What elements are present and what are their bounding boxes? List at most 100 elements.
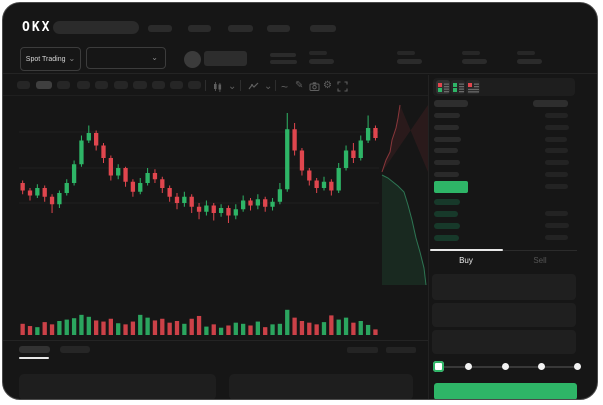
stat-value-skeleton	[397, 59, 422, 64]
chart-footer-pill-1[interactable]	[347, 347, 378, 353]
book-both-icon[interactable]	[436, 80, 450, 94]
nav-item-5[interactable]	[310, 25, 336, 32]
bid-amount-skeleton	[545, 211, 568, 216]
slider-stop-2[interactable]	[502, 363, 509, 370]
ask-price-skeleton	[434, 148, 458, 154]
orderbook-ask-row[interactable]	[430, 170, 577, 180]
timeframe-pill-4[interactable]	[77, 81, 90, 89]
timeframe-pill-9[interactable]	[170, 81, 183, 89]
okx-logo[interactable]: OKX	[22, 20, 52, 35]
chevron-down-icon: ⌄	[68, 54, 76, 63]
timeframe-pill-10[interactable]	[188, 81, 201, 89]
ask-amount-skeleton	[545, 172, 568, 177]
bid-price-skeleton	[434, 211, 458, 217]
fullscreen-icon[interactable]	[337, 81, 348, 95]
orderbook-ask-row[interactable]	[430, 123, 577, 133]
active-tab-indicator	[430, 249, 503, 251]
indicators-icon[interactable]	[248, 81, 259, 95]
candlestick-style-icon[interactable]	[212, 81, 223, 95]
chevron-down-icon: ⌄	[151, 53, 158, 62]
orderbook-bid-row[interactable]	[430, 197, 577, 207]
orderbook-bid-row[interactable]	[430, 221, 577, 231]
bid-amount-skeleton	[545, 235, 568, 240]
timeframe-pill-5[interactable]	[95, 81, 108, 89]
last-price-pill	[434, 181, 468, 193]
toolbar-divider	[240, 80, 241, 91]
stat-value-skeleton	[462, 59, 487, 64]
bid-amount-skeleton	[545, 223, 569, 228]
timeframe-pill-1[interactable]	[17, 81, 30, 89]
tab-sell[interactable]: Sell	[533, 256, 547, 265]
submit-order-button[interactable]	[434, 383, 577, 399]
chevron-down-icon[interactable]: ⌄	[264, 81, 273, 92]
orderbook-price-header-skeleton	[434, 100, 468, 107]
ask-amount-skeleton	[545, 160, 569, 166]
market-mode-selector[interactable]: Spot Trading ⌄	[20, 47, 81, 71]
bottom-active-tab-indicator	[19, 357, 49, 359]
stat-label-skeleton	[517, 51, 535, 55]
book-asks-icon[interactable]	[466, 80, 480, 94]
order-input-3[interactable]	[432, 330, 576, 354]
nav-item-4[interactable]	[267, 25, 290, 32]
draw-pencil-icon[interactable]: ✎	[295, 80, 304, 91]
bid-price-skeleton	[434, 235, 459, 241]
tab-buy[interactable]: Buy	[459, 256, 473, 265]
bottom-tab-1[interactable]	[19, 346, 50, 353]
ask-price-skeleton	[434, 160, 460, 166]
toolbar-bottom-divider	[3, 95, 428, 96]
orders-panel-1	[19, 374, 216, 399]
toolbar-divider	[205, 80, 206, 91]
stat-label-skeleton	[462, 51, 480, 55]
chevron-down-icon[interactable]: ⌄	[228, 81, 237, 92]
orderbook-ask-row[interactable]	[430, 158, 577, 168]
toolbar-divider	[275, 80, 276, 91]
search-input[interactable]	[53, 21, 139, 34]
camera-screenshot-icon[interactable]	[309, 81, 320, 95]
orderbook-ask-row[interactable]	[430, 146, 577, 156]
order-input-1[interactable]	[432, 274, 576, 300]
price-sub-skeleton	[270, 60, 297, 64]
ask-price-skeleton	[434, 136, 461, 142]
nav-item-3[interactable]	[228, 25, 253, 32]
chart-footer-pill-2[interactable]	[386, 347, 416, 353]
book-bids-icon[interactable]	[451, 80, 465, 94]
timeframe-pill-2[interactable]	[36, 81, 52, 89]
nav-item-2[interactable]	[188, 25, 211, 32]
market-mode-label: Spot Trading	[25, 55, 66, 63]
ask-amount-skeleton	[545, 124, 569, 130]
timeframe-pill-3[interactable]	[57, 81, 70, 89]
bid-price-skeleton	[434, 223, 460, 229]
nav-item-1[interactable]	[148, 25, 172, 32]
slider-stop-3[interactable]	[538, 363, 545, 370]
line-tool-icon[interactable]: ~	[281, 80, 289, 94]
ask-amount-skeleton	[545, 148, 568, 154]
bottom-tab-2[interactable]	[60, 346, 90, 353]
stat-label-skeleton	[397, 51, 415, 55]
slider-stop-4[interactable]	[574, 363, 581, 370]
ask-price-skeleton	[434, 113, 460, 118]
ask-amount-skeleton	[545, 113, 568, 118]
orderbook-bid-row[interactable]	[430, 209, 577, 219]
orderbook-ask-row[interactable]	[430, 135, 577, 145]
timeframe-pill-7[interactable]	[133, 81, 147, 89]
ask-amount-skeleton	[545, 136, 567, 142]
ask-price-skeleton	[434, 172, 459, 177]
coin-avatar	[184, 51, 201, 68]
pair-selector[interactable]: ⌄	[86, 47, 166, 69]
slider-stop-1[interactable]	[465, 363, 472, 370]
pair-title-skeleton	[204, 51, 247, 66]
orderbook-ask-row[interactable]	[430, 111, 577, 121]
timeframe-pill-6[interactable]	[114, 81, 128, 89]
app-window: OKX Spot Trading ⌄ ⌄ ⌄ ⌄ ~ ✎ ⚙	[2, 2, 598, 400]
orderbook-bid-row[interactable]	[430, 233, 577, 243]
timeframe-pill-8[interactable]	[152, 81, 165, 89]
price-chart[interactable]	[19, 96, 379, 340]
depth-chart[interactable]	[380, 96, 429, 290]
order-input-2[interactable]	[432, 303, 576, 327]
stat-value-skeleton	[309, 59, 334, 64]
settings-gear-icon[interactable]: ⚙	[323, 80, 332, 91]
stage: OKX Spot Trading ⌄ ⌄ ⌄ ⌄ ~ ✎ ⚙	[3, 3, 597, 399]
orderbook-last-price-row[interactable]	[430, 180, 577, 194]
slider-handle[interactable]	[433, 361, 444, 372]
